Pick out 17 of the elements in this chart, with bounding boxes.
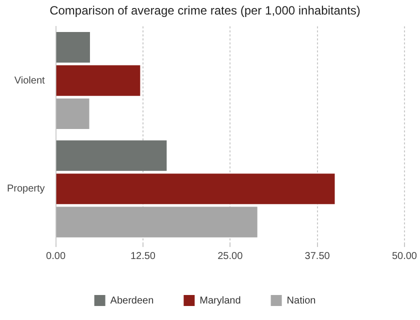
bar [56, 206, 258, 238]
y-tick-label: Property [6, 184, 45, 195]
x-tick-label: 12.50 [130, 250, 156, 262]
bar [56, 32, 90, 63]
chart-title: Comparison of average crime rates (per 1,000 inhabitants) [50, 4, 360, 18]
bar [56, 65, 140, 96]
bar [56, 98, 90, 130]
x-tick-label: 37.50 [304, 250, 330, 262]
bar [56, 174, 335, 204]
legend-label: Nation [286, 295, 316, 306]
legend-label: Aberdeen [110, 295, 154, 306]
x-tick-label: 25.00 [218, 250, 244, 262]
y-tick-label: Violent [14, 75, 46, 86]
x-tick-label: 0.00 [46, 250, 66, 262]
legend-label: Maryland [200, 295, 241, 306]
bar [56, 140, 167, 171]
x-tick-label: 50.00 [392, 250, 418, 262]
